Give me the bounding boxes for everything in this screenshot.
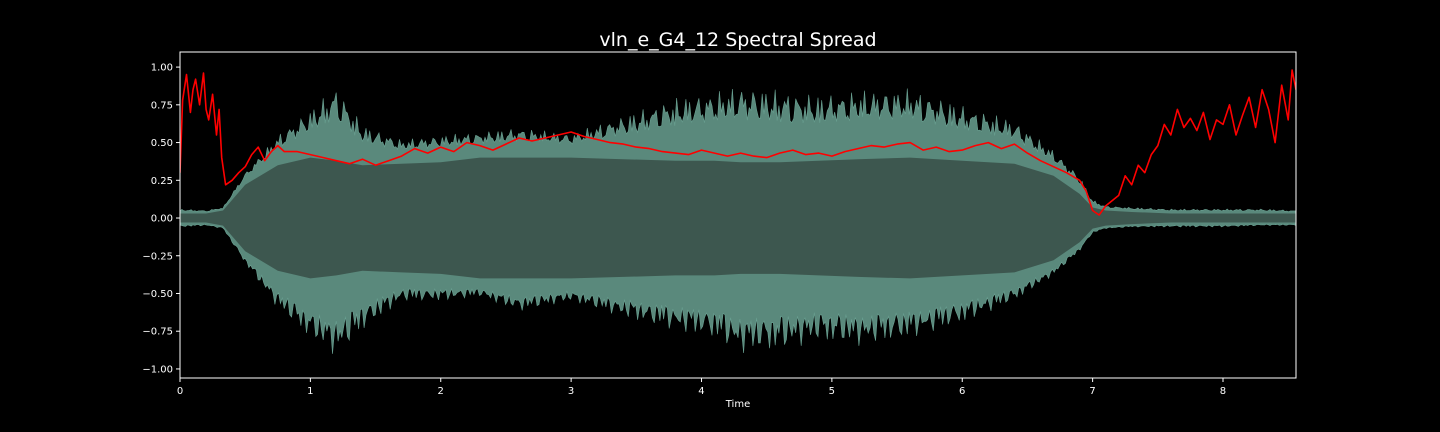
x-tick-label: 6 — [959, 386, 965, 397]
chart-title: vln_e_G4_12 Spectral Spread — [599, 29, 876, 51]
y-tick-label: −0.50 — [142, 289, 173, 300]
x-tick-label: 5 — [829, 386, 835, 397]
y-tick-label: 0.00 — [151, 214, 173, 225]
x-tick-label: 4 — [698, 386, 704, 397]
y-tick-label: 0.75 — [151, 100, 173, 111]
y-tick-label: −1.00 — [142, 364, 173, 375]
y-axis: 1.00 0.75 0.50 0.25 0.00 −0.25 −0.50 −0.75 −1.00 — [142, 63, 180, 375]
y-tick-label: −0.75 — [142, 327, 173, 338]
x-tick-label: 7 — [1089, 386, 1095, 397]
x-tick-label: 8 — [1220, 386, 1226, 397]
y-tick-label: 0.25 — [151, 176, 173, 187]
y-tick-label: 1.00 — [151, 63, 173, 74]
y-tick-label: −0.25 — [142, 251, 173, 262]
spectral-spread-line — [180, 69, 1296, 216]
axes-frame — [179, 51, 1297, 379]
plot-area — [180, 69, 1296, 354]
x-tick-label: 0 — [177, 386, 183, 397]
x-tick-label: 1 — [307, 386, 313, 397]
waveform-core — [180, 157, 1296, 279]
y-tick-label: 0.50 — [151, 138, 173, 149]
x-tick-label: 2 — [438, 386, 444, 397]
x-axis-title: Time — [725, 399, 750, 410]
x-tick-label: 3 — [568, 386, 574, 397]
x-axis: 0 1 2 3 4 5 6 7 8 — [177, 378, 1226, 397]
